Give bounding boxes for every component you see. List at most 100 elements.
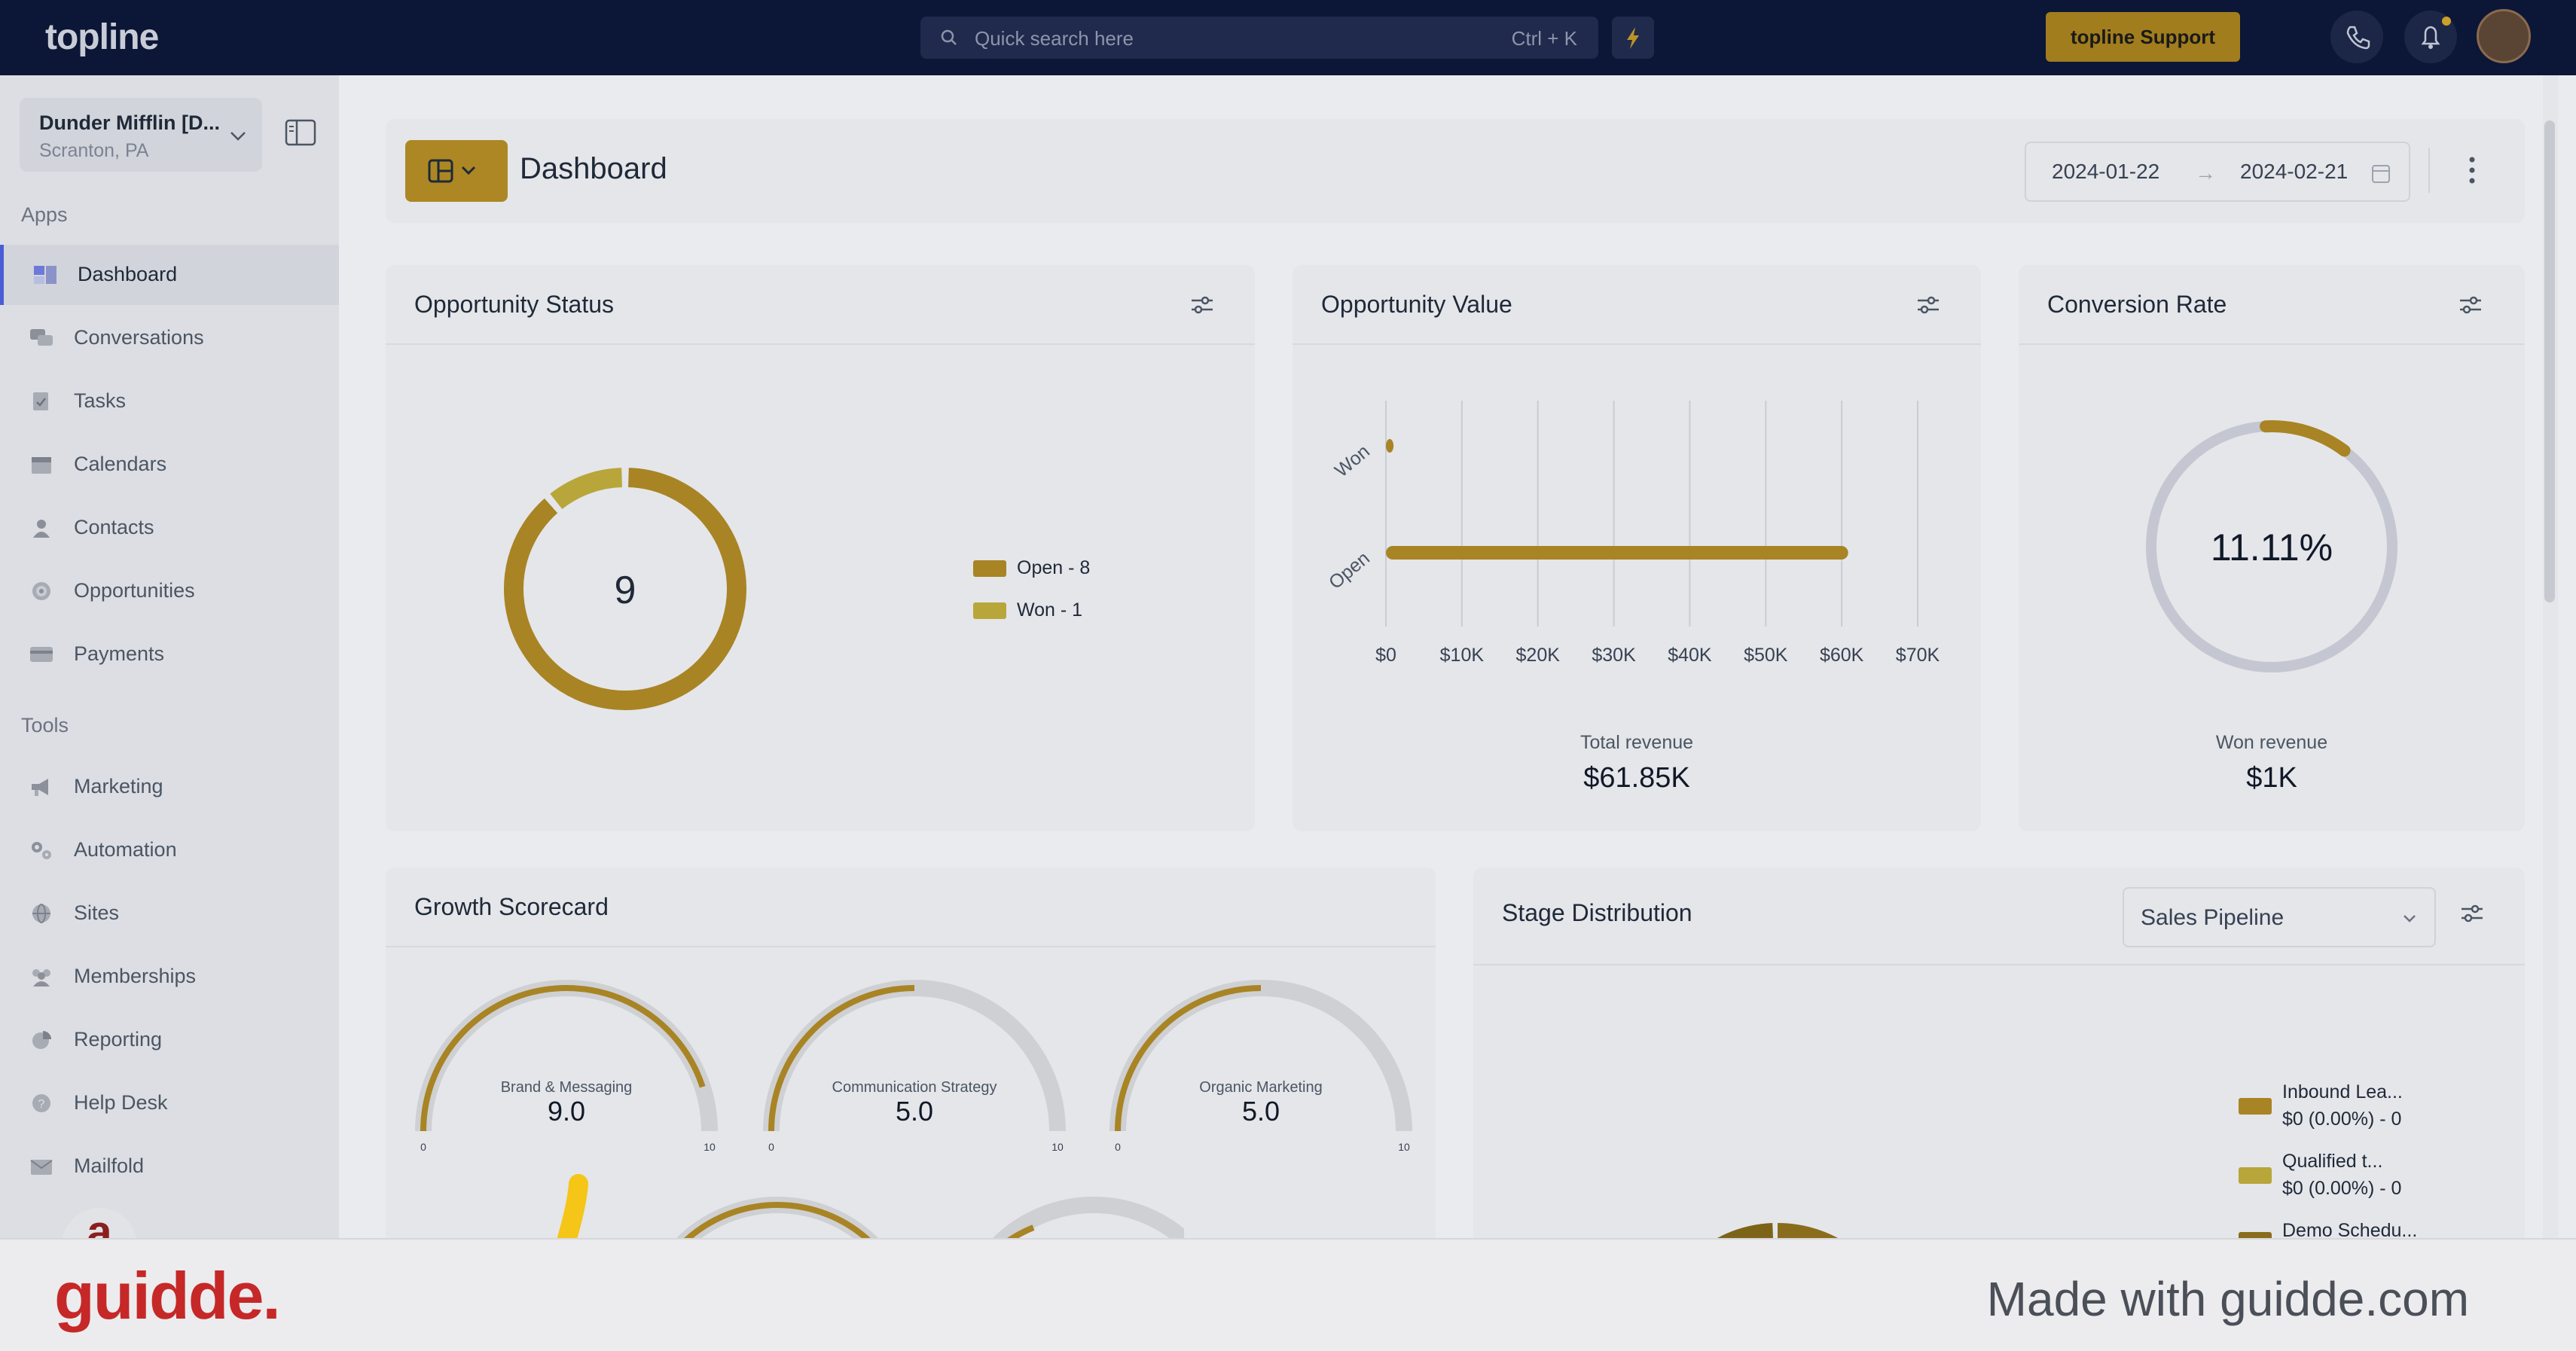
date-to[interactable]: 2024-02-21 (2240, 160, 2349, 183)
x-tick-label: $40K (1668, 645, 1712, 666)
dashboard-header: Dashboard 2024-01-22 → 2024-02-21 (386, 119, 2525, 223)
sidebar-item-mailfold[interactable]: Mailfold (0, 1136, 339, 1197)
sidebar-item-opportunities[interactable]: Opportunities (0, 561, 339, 621)
card-title: Conversion Rate (2047, 291, 2227, 318)
notification-dot (2442, 17, 2451, 26)
search-icon (941, 29, 957, 45)
bar-won[interactable] (1386, 439, 1394, 453)
search-shortcut: Ctrl + K (1511, 27, 1577, 50)
date-range-picker[interactable]: 2024-01-22 → 2024-02-21 (2025, 142, 2410, 202)
mail-icon (30, 1160, 53, 1175)
total-revenue-label: Total revenue (1579, 732, 1694, 753)
sidebar-item-contacts[interactable]: Contacts (0, 498, 339, 558)
ring-progress[interactable] (2260, 420, 2351, 457)
total-revenue-value: $61.85K (1583, 762, 1690, 794)
calendar-icon (32, 457, 51, 474)
guidde-logo[interactable]: guidde. (54, 1258, 281, 1333)
phone-button[interactable] (2330, 11, 2383, 63)
arrow-right-icon: → (2195, 161, 2216, 185)
guidde-footer-banner: guidde. Made with guidde.com (0, 1238, 2576, 1351)
gauge-value: 5.0 (896, 1096, 933, 1127)
layout-switcher-button[interactable] (405, 140, 508, 202)
chevron-down-icon (2404, 915, 2416, 923)
card-divider (1293, 343, 1981, 345)
opportunity-value-bar-chart[interactable]: $0 $10K $20K $30K $40K $50K $60K $70K Won Open (1323, 386, 1955, 702)
filter-icon[interactable] (2460, 902, 2484, 925)
pipeline-select-value: Sales Pipeline (2141, 905, 2285, 930)
calendar-icon (2372, 165, 2390, 183)
globe-icon (32, 904, 50, 923)
chevron-down-icon (230, 132, 246, 141)
sidebar-item-calendars[interactable]: Calendars (0, 435, 339, 495)
app-logo[interactable]: topline (45, 17, 159, 57)
help-icon: ? (32, 1094, 50, 1112)
tools-section-label: Tools (21, 714, 69, 736)
quick-action-button[interactable] (1612, 17, 1654, 59)
card-icon (30, 647, 53, 662)
sidebar-item-marketing[interactable]: Marketing (0, 757, 339, 817)
sidebar-item-sites[interactable]: Sites (0, 883, 339, 944)
sidebar-item-label: Automation (74, 838, 177, 861)
card-divider (2019, 343, 2525, 345)
gauge-label: Communication Strategy (832, 1079, 997, 1096)
legend-demo-name[interactable]: Demo Schedu... (2282, 1220, 2418, 1241)
person-icon (33, 520, 50, 538)
bar-open[interactable] (1386, 546, 1848, 560)
gauge-min: 0 (768, 1141, 774, 1153)
filter-icon[interactable] (2458, 294, 2483, 316)
scrollbar-thumb[interactable] (2544, 120, 2555, 602)
sidebar-item-label: Marketing (74, 775, 163, 797)
won-revenue-value: $1K (2246, 762, 2297, 794)
x-tick-label: $30K (1592, 645, 1636, 666)
sidebar-item-label: Dashboard (78, 263, 178, 285)
gauge-label: Organic Marketing (1199, 1079, 1322, 1096)
dashboard-icon (34, 266, 56, 284)
gauge-value: 9.0 (548, 1096, 585, 1127)
search-bar[interactable]: Quick search here Ctrl + K (920, 17, 1598, 59)
legend-inbound-name[interactable]: Inbound Lea... (2282, 1081, 2403, 1102)
apps-section-label: Apps (21, 203, 68, 226)
sidebar-item-label: Conversations (74, 326, 204, 349)
made-with-text[interactable]: Made with guidde.com (1986, 1272, 2469, 1326)
date-from[interactable]: 2024-01-22 (2052, 160, 2160, 183)
donut-slice-won[interactable] (550, 468, 623, 510)
support-button[interactable]: topline Support (2046, 12, 2240, 62)
sidebar-item-label: Reporting (74, 1028, 163, 1051)
gauge-fill (420, 985, 706, 1132)
conversion-rate-value: 11.11% (2210, 526, 2333, 569)
user-avatar[interactable] (2477, 9, 2531, 63)
donut-slice-open[interactable] (504, 468, 746, 710)
gauge[interactable]: Brand & Messaging 9.0 0 10 (408, 973, 725, 1154)
more-options-icon[interactable] (2468, 154, 2477, 187)
sidebar-item-tasks[interactable]: Tasks (0, 371, 339, 432)
sidebar-item-label: Calendars (74, 453, 167, 475)
legend-open[interactable]: Open - 8 (1017, 557, 1091, 578)
filter-icon[interactable] (1916, 294, 1940, 316)
won-revenue-label: Won revenue (2215, 732, 2328, 753)
sidebar-item-label: Contacts (74, 516, 154, 538)
conversion-rate-ring[interactable] (2141, 416, 2403, 678)
sidebar-collapse-icon[interactable] (285, 119, 316, 146)
x-tick-label: $50K (1744, 645, 1788, 666)
gauge[interactable]: Organic Marketing 5.0 0 10 (1103, 973, 1419, 1154)
gauge[interactable]: Communication Strategy 5.0 0 10 (756, 973, 1073, 1154)
sidebar-item-memberships[interactable]: Memberships (0, 947, 339, 1007)
sidebar-item-help-desk[interactable]: ? Help Desk (0, 1073, 339, 1133)
sidebar-item-payments[interactable]: Payments (0, 624, 339, 685)
legend-won[interactable]: Won - 1 (1017, 599, 1083, 621)
company-switcher[interactable]: Dunder Mifflin [D... Scranton, PA (20, 98, 262, 172)
sidebar-item-conversations[interactable]: Conversations (0, 308, 339, 368)
gauge-min: 0 (420, 1141, 426, 1153)
pipeline-select[interactable]: Sales Pipeline (2123, 887, 2436, 947)
legend-inbound-value: $0 (0.00%) - 0 (2282, 1109, 2402, 1130)
sidebar-item-dashboard[interactable]: Dashboard (0, 245, 339, 305)
legend-qualified-name[interactable]: Qualified t... (2282, 1151, 2383, 1172)
sidebar-item-automation[interactable]: Automation (0, 820, 339, 880)
opportunity-status-donut[interactable] (497, 461, 753, 717)
filter-icon[interactable] (1190, 294, 1214, 316)
gauge-fill (768, 985, 915, 1132)
phone-icon (2346, 26, 2370, 50)
sidebar-item-reporting[interactable]: Reporting (0, 1010, 339, 1070)
